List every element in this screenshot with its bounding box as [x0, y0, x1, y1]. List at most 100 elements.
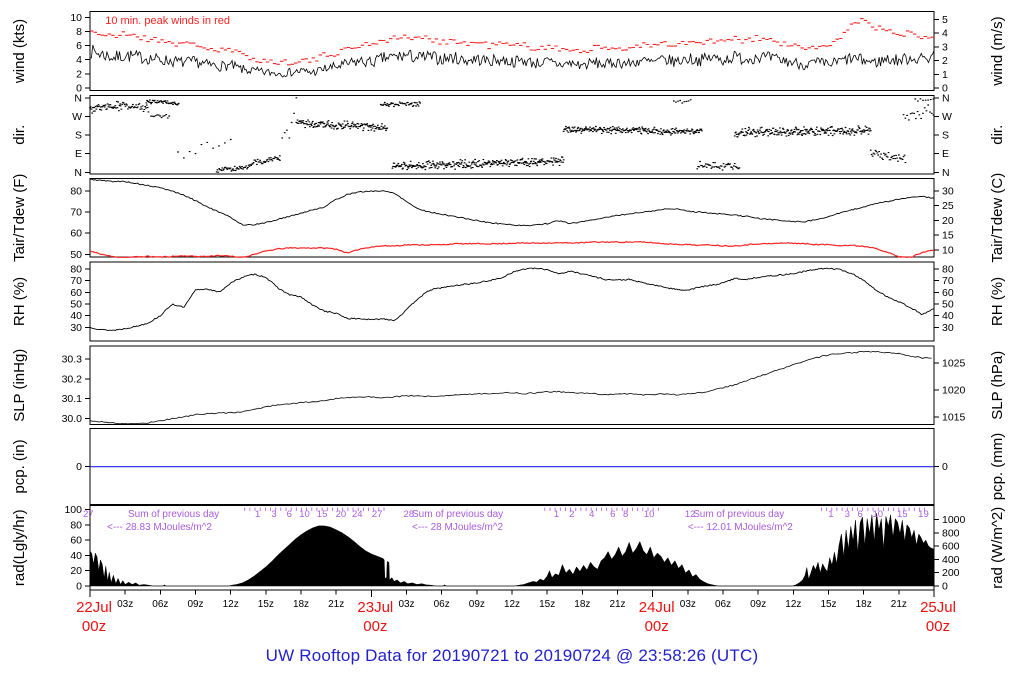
rad-right-tick-label: 0 — [942, 581, 948, 593]
rad-right-tick-label: 400 — [942, 554, 960, 566]
wind-left-tick-label: 10 — [70, 12, 82, 24]
rad-left-tick-label: 100 — [64, 504, 82, 516]
pcp-right-axis-title: pcp. (mm) — [989, 433, 1006, 501]
wind-left-tick-label: 8 — [76, 26, 82, 38]
rad-right-tick-label: 1000 — [942, 514, 966, 526]
rad-sum-label: Sum of previous day — [128, 509, 219, 520]
x-minor-label: 18z — [293, 599, 309, 610]
temp-left-tick-label: 60 — [70, 228, 82, 240]
dir-scatter-segment — [869, 149, 907, 164]
rad-cumulative-mark: 6 — [287, 509, 292, 520]
wind-left-tick-label: 4 — [76, 54, 82, 66]
dir-left-tick-label: S — [75, 130, 82, 142]
slp-line — [89, 350, 932, 425]
x-day-time-label: 00z — [363, 618, 387, 635]
dir-right-axis-title: dir. — [989, 125, 1006, 145]
temp-right-tick-label: 15 — [942, 230, 954, 242]
x-minor-label: 18z — [856, 599, 872, 610]
slp-left-tick-label: 30.1 — [62, 393, 83, 405]
rh-panel-border — [89, 261, 935, 342]
rh-axis-ticks — [85, 268, 939, 328]
rh-left-tick-label: 50 — [70, 299, 82, 311]
temp-right-tick-label: 25 — [942, 200, 954, 212]
rad-cumulative-mark: 10 — [644, 509, 655, 520]
rad-cumulative-mark: 6 — [858, 509, 863, 520]
slp-left-tick-label: 30.2 — [62, 373, 83, 385]
x-minor-label: 18z — [574, 599, 590, 610]
rad-cumulative-mark: 10 — [299, 509, 310, 520]
rad-cumulative-mark: 24 — [352, 509, 363, 520]
temp-left-tick-label: 70 — [70, 207, 82, 219]
rh-right-tick-label: 70 — [942, 275, 954, 287]
slp-right-tick-label: 1025 — [942, 358, 966, 370]
dir-right-tick-label: N — [942, 92, 950, 104]
rad-cumulative-mark: 28 — [404, 509, 415, 520]
rh-right-tick-label: 50 — [942, 299, 954, 311]
slp-left-axis-title: SLP (inHg) — [11, 349, 28, 422]
slp-right-axis-title: SLP (hPa) — [989, 351, 1006, 420]
wind-peak-dashes — [90, 18, 934, 66]
slp-right-tick-label: 1015 — [942, 412, 966, 424]
rh-left-tick-label: 30 — [70, 322, 82, 334]
wind-mean-line — [89, 44, 935, 78]
panel-pcp: 0 0 pcp. (in) pcp. (mm) — [11, 427, 1006, 506]
x-minor-label: 06z — [434, 599, 450, 610]
rh-line — [89, 267, 935, 331]
slp-left-tick-label: 30.0 — [62, 413, 83, 425]
slp-right-tick-label: 1020 — [942, 384, 966, 396]
dir-scatter-segment — [295, 119, 389, 132]
slp-panel-border — [89, 345, 935, 426]
panel-slp: 30.0 30.1 30.2 30.3 1015 1020 1025 SLP (inHg) SL… — [11, 345, 1006, 426]
pcp-left-axis-title: pcp. (in) — [11, 439, 28, 493]
rad-sum-value: <--- 28 MJoules/m^2 — [412, 522, 504, 533]
rh-left-tick-label: 60 — [70, 287, 82, 299]
wind-right-tick-label: 0 — [942, 83, 948, 95]
x-minor-label: 15z — [820, 599, 836, 610]
wind-left-axis-title: wind (kts) — [11, 19, 28, 84]
rh-left-tick-label: 80 — [70, 264, 82, 276]
rad-cumulative-mark: 19 — [918, 509, 929, 520]
rad-cumulative-mark: 1 — [255, 509, 260, 520]
dir-left-tick-label: W — [72, 111, 82, 123]
dir-left-tick-label: N — [74, 92, 82, 104]
slp-axis-ticks — [85, 358, 939, 420]
rad-cumulative-mark: 27 — [372, 509, 383, 520]
rh-right-tick-label: 30 — [942, 322, 954, 334]
temp-right-tick-label: 10 — [942, 244, 954, 256]
rh-right-tick-label: 80 — [942, 264, 954, 276]
rad-cumulative-mark: 20 — [336, 509, 347, 520]
rad-cumulative-mark: 15 — [897, 509, 908, 520]
dir-scatter-segment — [177, 138, 232, 159]
x-minor-label: 12z — [785, 599, 801, 610]
x-axis: 03z 06z 09z 12z 15z 18z 21z 03z 06z 09z 12z 15z 18z 2… — [76, 590, 956, 635]
rad-sum-label: Sum of previous day — [412, 509, 503, 520]
rad-left-tick-label: 80 — [70, 519, 82, 531]
x-day-time-label: 00z — [645, 618, 669, 635]
slp-left-tick-label: 30.3 — [62, 353, 83, 365]
temp-right-tick-label: 30 — [942, 186, 954, 198]
wind-right-axis-title: wind (m/s) — [989, 16, 1006, 86]
dir-scatter-segment — [215, 164, 250, 173]
x-minor-label: 06z — [152, 599, 168, 610]
dir-left-axis-title: dir. — [11, 125, 28, 145]
x-minor-label: 03z — [398, 599, 414, 610]
rad-cumulative-mark: 10 — [872, 509, 883, 520]
rad-cumulative-ticks — [244, 507, 925, 511]
rad-area — [89, 513, 935, 587]
temp-left-tick-label: 50 — [70, 249, 82, 261]
dir-scatter-segment — [279, 97, 298, 161]
tdew-line — [89, 240, 934, 258]
dir-scatter-segment — [119, 101, 150, 113]
rad-cumulative-mark: 1 — [554, 509, 559, 520]
temp-axis-ticks — [85, 190, 939, 255]
x-minor-label: 09z — [469, 599, 485, 610]
dir-right-tick-label: W — [942, 111, 952, 123]
dir-scatter-segment — [733, 125, 872, 138]
panel-temp: 50 60 70 80 10 15 20 25 30 Tair/Tdew (F) Tair/Tdew… — [11, 173, 1006, 263]
temp-right-axis-title: Tair/Tdew (C) — [989, 173, 1006, 263]
